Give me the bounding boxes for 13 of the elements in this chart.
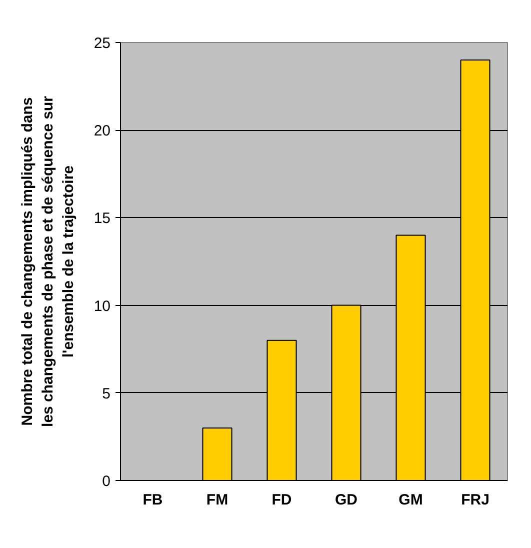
x-tick-label: FM [206, 492, 228, 508]
y-axis-title: Nombre total de changements impliqués dans les changements de phase et de séquence sur l'ensemble de la trajectoire [19, 96, 77, 427]
x-tick-label: GM [398, 492, 423, 508]
x-tick-label: FD [272, 492, 292, 508]
y-tick-label: 25 [94, 35, 111, 52]
x-tick-label: FB [142, 492, 163, 508]
y-tick-label: 0 [102, 473, 110, 490]
y-tick-label: 10 [94, 298, 111, 315]
y-tick-label: 15 [94, 210, 111, 228]
y-tick-label: 20 [94, 122, 111, 140]
y-tick-label: 5 [102, 385, 110, 402]
x-tick-label: GD [335, 492, 358, 508]
x-tick-label: FRJ [461, 492, 490, 508]
